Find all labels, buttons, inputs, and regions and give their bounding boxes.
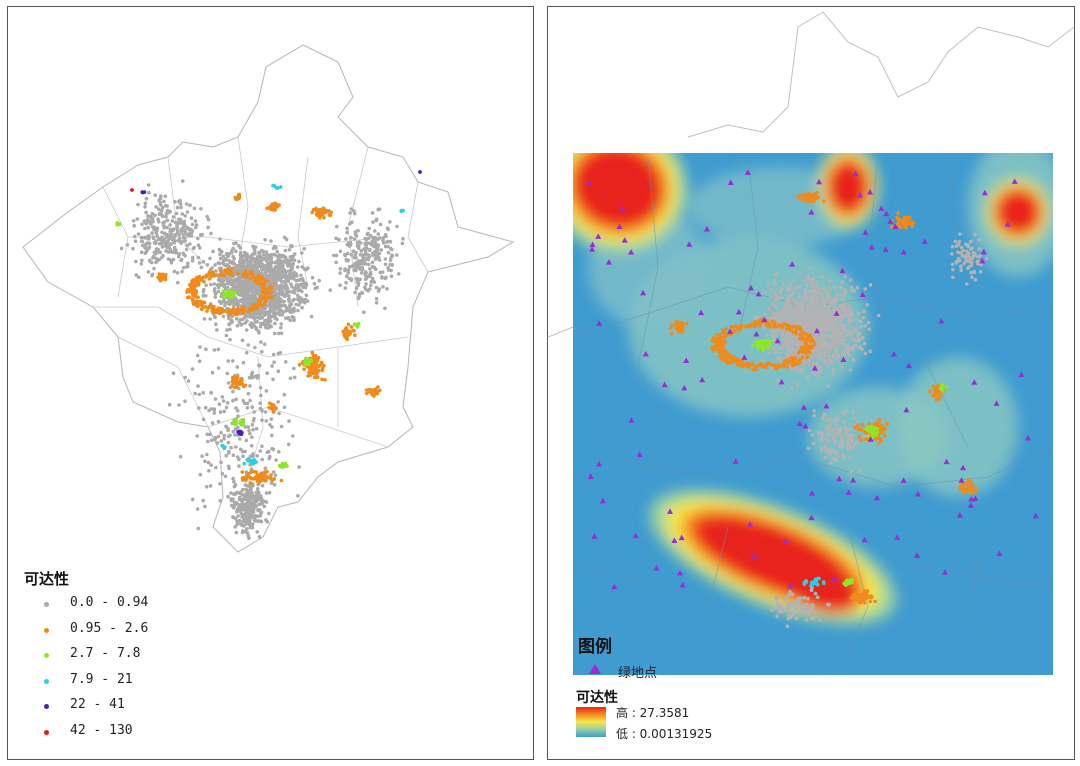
right-legend-title: 图例 [578,637,612,657]
left-map-panel: 可达性 0.0 - 0.94 0.95 - 2.6 2.7 - 7.8 7.9 … [7,6,534,760]
legend-label-class-3: 7.9 - 21 [70,672,133,687]
legend-dot-class-2 [44,653,49,658]
left-legend-title: 可达性 [24,570,70,588]
legend-label-class-2: 2.7 - 7.8 [70,646,141,661]
left-map-canvas [22,44,515,553]
legend-dot-class-3 [44,679,49,684]
green-point-triangle-icon [589,664,601,674]
legend-dot-class-4 [44,704,49,709]
right-map-canvas [548,11,1074,675]
surface-legend-title: 可达性 [576,690,618,706]
ramp-high-label: 高 : 27.3581 [616,706,690,720]
legend-label-class-4: 22 - 41 [70,697,125,712]
ramp-low-label: 低 : 0.00131925 [616,727,713,741]
legend-dot-class-1 [44,628,49,633]
legend-dot-class-0 [44,602,49,607]
legend-label-class-0: 0.0 - 0.94 [70,595,149,610]
accessibility-color-ramp [576,707,606,737]
right-map-panel: 图例 绿地点 可达性 高 : 27.3581 低 : 0.00131925 [547,6,1075,760]
legend-dot-class-5 [44,730,49,735]
green-point-label: 绿地点 [618,666,658,681]
legend-label-class-1: 0.95 - 2.6 [70,621,149,636]
legend-label-class-5: 42 - 130 [70,723,133,738]
